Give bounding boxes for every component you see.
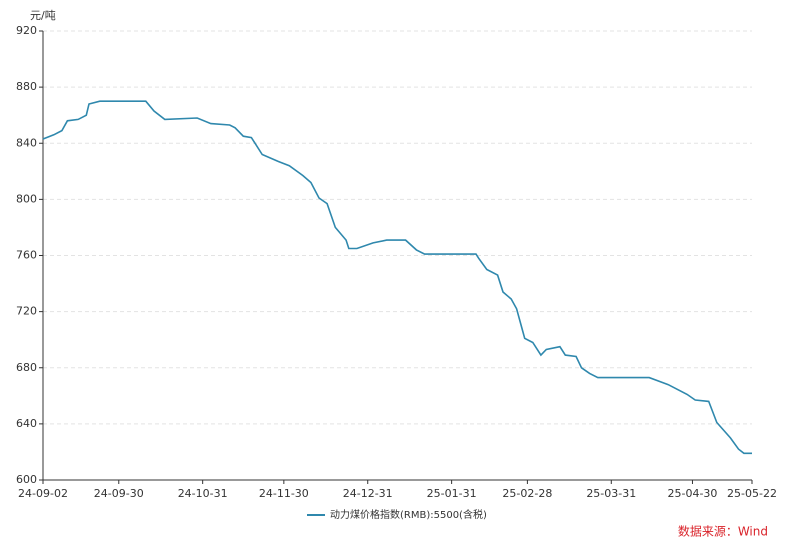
y-tick-label: 680 bbox=[16, 361, 37, 374]
x-tick-label: 24-09-02 bbox=[18, 487, 68, 500]
y-tick-label: 920 bbox=[16, 24, 37, 37]
x-tick-label: 25-04-30 bbox=[667, 487, 717, 500]
x-tick-label: 24-11-30 bbox=[259, 487, 309, 500]
x-tick-label: 24-12-31 bbox=[343, 487, 393, 500]
x-tick-label: 25-05-22 bbox=[727, 487, 777, 500]
x-tick-label: 24-09-30 bbox=[94, 487, 144, 500]
y-tick-label: 760 bbox=[16, 249, 37, 262]
x-tick-label: 25-01-31 bbox=[427, 487, 477, 500]
y-tick-label: 800 bbox=[16, 192, 37, 205]
y-tick-label: 720 bbox=[16, 305, 37, 318]
y-tick-label: 640 bbox=[16, 417, 37, 430]
x-tick-label: 25-02-28 bbox=[502, 487, 552, 500]
y-tick-label: 600 bbox=[16, 473, 37, 486]
line-series bbox=[42, 100, 752, 455]
legend-label: 动力煤价格指数(RMB):5500(含税) bbox=[330, 508, 487, 521]
y-tick-label: 840 bbox=[16, 136, 37, 149]
x-tick-label: 25-03-31 bbox=[586, 487, 636, 500]
y-unit: 元/吨 bbox=[30, 9, 56, 22]
x-tick-label: 24-10-31 bbox=[178, 487, 228, 500]
y-tick-label: 880 bbox=[16, 80, 37, 93]
source: 数据来源：Wind bbox=[678, 524, 768, 539]
